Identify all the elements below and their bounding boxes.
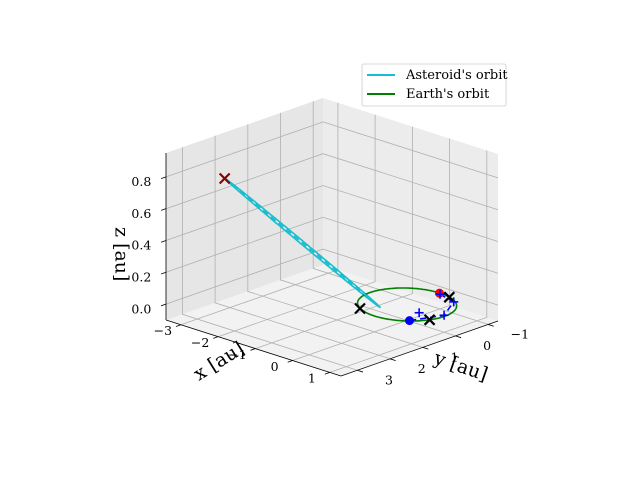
legend-entry-asteroid-orbit: Asteroid's orbit bbox=[405, 68, 508, 83]
back-right-pane bbox=[323, 98, 498, 321]
z-tick-mark-0 bbox=[160, 303, 167, 307]
y-tick-mark-2 bbox=[422, 346, 429, 350]
grid-z-4 bbox=[165, 121, 499, 179]
y-axis-line bbox=[340, 320, 499, 377]
legend: Asteroid's orbit Earth's orbit bbox=[361, 63, 508, 107]
z-tick-mark-1 bbox=[160, 271, 167, 275]
transfer-arc-line bbox=[409, 293, 455, 322]
z-tick-label-0: 0.0 bbox=[131, 301, 151, 316]
z-tick-label-1: 0.2 bbox=[131, 269, 151, 284]
grid-lines bbox=[165, 101, 499, 373]
earth-node-front-marker bbox=[423, 314, 436, 326]
grid-z-3 bbox=[165, 153, 499, 211]
transfer-waypoint-3-marker bbox=[439, 310, 449, 320]
y-tick-label-1: 0 bbox=[483, 338, 491, 353]
grid-z-1 bbox=[165, 216, 499, 274]
transfer-waypoint-2-marker bbox=[449, 297, 459, 307]
x-tick-label-0: −3 bbox=[154, 323, 172, 338]
y-tick-label-4: 3 bbox=[385, 372, 393, 387]
asteroid-apsis-line-line bbox=[224, 177, 381, 308]
x-tick-mark-2 bbox=[250, 348, 256, 351]
transfer-waypoint-1-marker bbox=[435, 289, 445, 299]
y-tick-mark-4 bbox=[357, 369, 364, 373]
earth-node-right-marker bbox=[443, 291, 456, 303]
tick-labels: −3 −2 −1 0 1 −1 0 1 2 3 0.0 0.2 0.4 0.6 0.8 bbox=[131, 174, 529, 387]
x-tick-mark-3 bbox=[287, 360, 293, 363]
plot-area bbox=[218, 172, 459, 326]
x-tick-mark-1 bbox=[213, 336, 219, 339]
z-tick-label-2: 0.4 bbox=[131, 238, 151, 253]
y-tick-mark-1 bbox=[455, 335, 462, 339]
x-tick-label-2: −1 bbox=[228, 347, 246, 362]
z-tick-mark-4 bbox=[160, 176, 167, 179]
z-tick-mark-3 bbox=[160, 208, 167, 211]
x-tick-mark-4 bbox=[324, 372, 330, 375]
floor-pane bbox=[166, 265, 498, 376]
y-tick-label-0: −1 bbox=[511, 327, 529, 342]
grid-z-0 bbox=[165, 248, 499, 306]
back-left-pane bbox=[166, 98, 323, 320]
legend-box bbox=[361, 63, 507, 107]
earth-node-left-marker bbox=[354, 302, 366, 315]
y-tick-label-2: 1 bbox=[450, 349, 458, 364]
x-tick-label-4: 1 bbox=[308, 371, 316, 386]
x-axis-line bbox=[165, 319, 342, 377]
axis-lines bbox=[160, 153, 499, 377]
x-tick-mark-0 bbox=[175, 324, 182, 327]
z-tick-label-4: 0.8 bbox=[131, 174, 151, 189]
legend-entry-earth-orbit: Earth's orbit bbox=[406, 87, 490, 102]
transfer-waypoint-4-marker bbox=[414, 308, 424, 318]
z-axis-label: z [au] bbox=[110, 227, 132, 281]
axis-panes bbox=[166, 98, 498, 376]
y-axis-label: y [au] bbox=[430, 347, 490, 386]
grid-z-2 bbox=[165, 185, 499, 242]
z-tick-mark-2 bbox=[160, 240, 167, 243]
y-tick-mark-3 bbox=[389, 358, 396, 361]
blue-start-marker bbox=[404, 316, 414, 326]
z-tick-label-3: 0.6 bbox=[131, 206, 151, 221]
x-tick-label-1: −2 bbox=[191, 335, 209, 350]
y-tick-label-3: 2 bbox=[418, 361, 426, 376]
asteroid-apex-marker bbox=[218, 172, 231, 185]
x-tick-label-3: 0 bbox=[271, 359, 279, 374]
y-tick-mark-0 bbox=[488, 324, 494, 327]
